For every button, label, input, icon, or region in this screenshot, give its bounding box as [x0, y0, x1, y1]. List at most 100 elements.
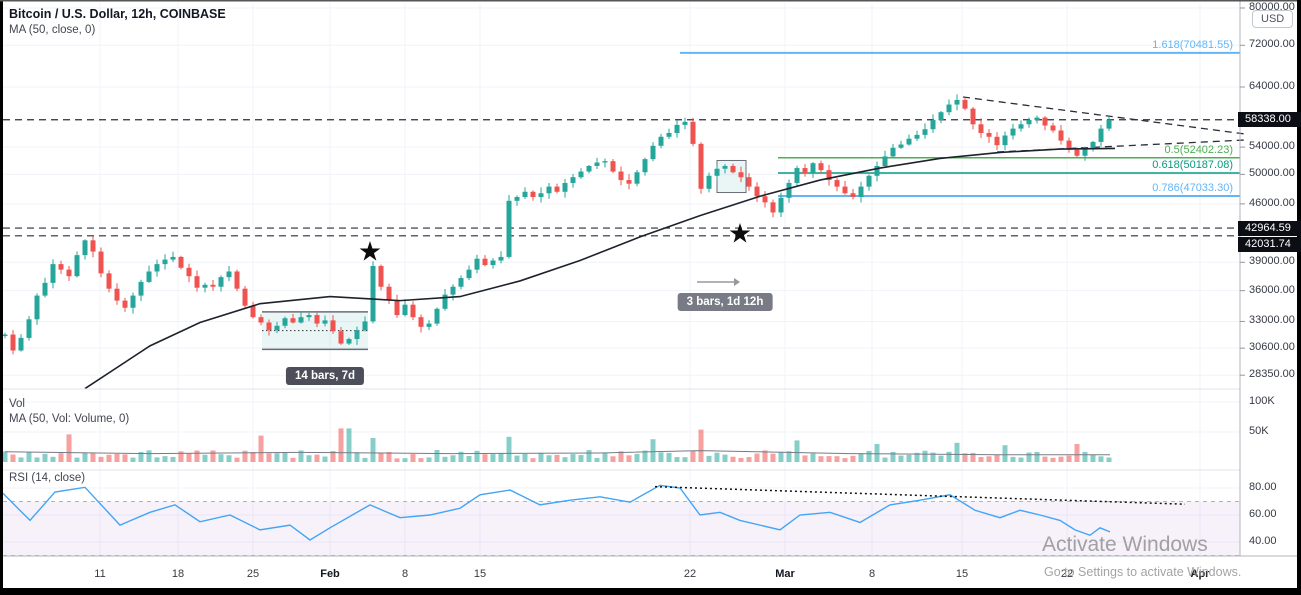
- candle-body: [866, 175, 872, 187]
- volume-bar: [666, 452, 672, 462]
- candle-body: [898, 144, 904, 148]
- candle-body: [714, 168, 720, 176]
- candle-body: [914, 134, 920, 139]
- volume-bar: [842, 458, 848, 462]
- volume-axis-tick: 100K: [1249, 395, 1275, 407]
- window-bottom-edge: [0, 588, 1301, 595]
- volume-bar: [506, 436, 512, 462]
- volume-bar: [298, 450, 304, 462]
- volume-bar: [266, 453, 272, 462]
- candle-body: [290, 318, 296, 323]
- arrow-head-icon: [734, 278, 740, 286]
- ma-indicator-legend[interactable]: MA (50, close, 0): [9, 24, 96, 36]
- star-icon[interactable]: ★: [727, 218, 753, 249]
- candle-body: [578, 171, 584, 178]
- volume-ma-indicator-legend[interactable]: MA (50, Vol: Volume, 0): [9, 413, 130, 425]
- candle-body: [258, 317, 264, 323]
- candle-body: [314, 315, 320, 324]
- volume-bar: [162, 456, 168, 462]
- candle-body: [594, 162, 600, 166]
- candle-body: [746, 177, 752, 187]
- volume-bar: [682, 457, 688, 462]
- bars-measure-label[interactable]: 3 bars, 1d 12h: [677, 293, 773, 311]
- candle-body: [762, 196, 768, 203]
- volume-bar: [306, 455, 312, 462]
- candle-body: [18, 337, 24, 351]
- candle-body: [610, 161, 616, 172]
- candle-body: [330, 320, 336, 332]
- candle-body: [850, 193, 856, 198]
- volume-bar: [218, 454, 224, 462]
- candle-body: [802, 168, 808, 174]
- volume-bar: [66, 434, 72, 462]
- volume-bar: [770, 453, 776, 462]
- candle-body: [842, 186, 848, 194]
- candle-body: [506, 200, 512, 257]
- volume-bar: [394, 458, 400, 462]
- candle-body: [322, 320, 328, 324]
- volume-bar: [1026, 452, 1032, 462]
- volume-bar: [1002, 445, 1008, 462]
- trendline-dashed[interactable]: [962, 96, 1246, 135]
- candle-body: [674, 124, 680, 133]
- volume-bar: [690, 450, 696, 462]
- volume-bar: [170, 456, 176, 462]
- volume-bar: [146, 450, 152, 462]
- volume-bar: [130, 457, 136, 462]
- candle-body: [570, 177, 576, 183]
- volume-bar: [930, 452, 936, 462]
- star-icon[interactable]: ★: [357, 236, 383, 267]
- volume-bar: [658, 452, 664, 462]
- rsi-trendline-dotted[interactable]: [654, 485, 1186, 505]
- candle-body: [194, 276, 200, 288]
- candle-body: [402, 304, 408, 316]
- candle-body: [946, 104, 952, 113]
- price-axis-tick: 36000.00: [1249, 283, 1295, 296]
- candle-body: [730, 165, 736, 173]
- volume-bar: [58, 453, 64, 462]
- volume-bar: [386, 452, 392, 462]
- candle-body: [434, 308, 440, 324]
- volume-bar: [274, 453, 280, 462]
- range-duration-label[interactable]: 14 bars, 7d: [285, 367, 365, 385]
- rsi-axis-tick: 40.00: [1249, 535, 1277, 547]
- candle-body: [1002, 135, 1008, 146]
- fib-level-label: 0.5(52402.23): [1164, 143, 1234, 156]
- candle-body: [466, 269, 472, 279]
- volume-bar: [898, 455, 904, 462]
- candle-body: [634, 172, 640, 184]
- ma50-line[interactable]: [84, 147, 1116, 390]
- volume-bar: [434, 450, 440, 462]
- candle-body: [778, 197, 784, 213]
- window-right-edge: [1297, 0, 1301, 595]
- volume-bar: [2, 451, 8, 462]
- volume-bar: [778, 451, 784, 462]
- candle-body: [618, 171, 624, 181]
- candle-body: [362, 321, 368, 331]
- candle-body: [922, 129, 928, 135]
- volume-bar: [42, 453, 48, 462]
- rsi-indicator-legend[interactable]: RSI (14, close): [9, 472, 86, 484]
- fib-level-label: 1.618(70481.55): [1152, 38, 1233, 51]
- volume-bar: [586, 450, 592, 462]
- symbol-title[interactable]: Bitcoin / U.S. Dollar, 12h, COINBASE: [9, 7, 226, 21]
- candle-body: [210, 284, 216, 287]
- candle-body: [274, 325, 280, 331]
- volume-indicator-legend[interactable]: Vol: [9, 398, 25, 410]
- candle-body: [1034, 117, 1040, 121]
- volume-bar: [82, 453, 88, 462]
- price-axis-tick: 64000.00: [1249, 79, 1295, 92]
- volume-bar: [466, 455, 472, 462]
- candle-body: [74, 255, 80, 277]
- price-axis-tick: 28350.00: [1249, 368, 1295, 381]
- volume-bar: [474, 450, 480, 462]
- candle-body: [202, 284, 208, 288]
- volume-bar: [74, 457, 80, 462]
- time-axis-tick: Mar: [775, 568, 795, 580]
- volume-bar: [866, 450, 872, 462]
- candle-body: [34, 295, 40, 320]
- currency-unit-button[interactable]: USD: [1252, 10, 1294, 28]
- volume-bar: [762, 450, 768, 462]
